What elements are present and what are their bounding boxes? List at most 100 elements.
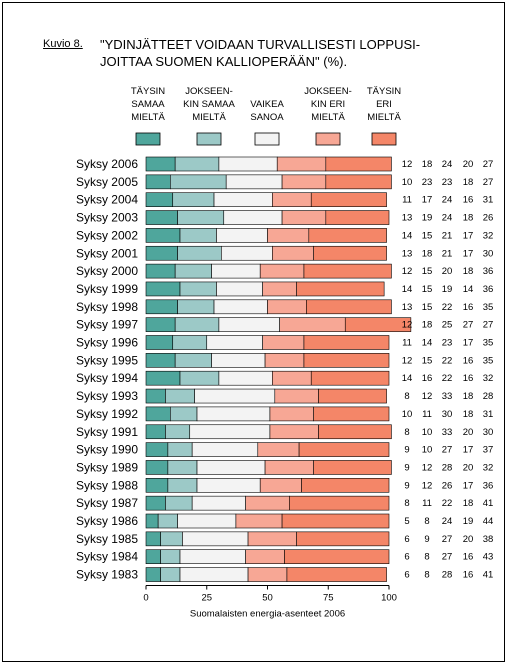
bar-segment: [191, 495, 246, 511]
value-label: 32: [483, 373, 494, 384]
bar-segment: [179, 567, 249, 582]
value-label: 11: [402, 338, 412, 349]
bar-segment: [160, 549, 181, 565]
category-label: Syksy 2005: [76, 175, 138, 189]
category-label: Syksy 1995: [76, 353, 138, 367]
x-tick-label: 0: [143, 593, 148, 604]
value-label: 22: [442, 302, 453, 313]
value-label: 41: [483, 498, 494, 509]
bar-segment: [281, 513, 390, 529]
legend-label-line: JOKSEEN-: [185, 86, 233, 97]
x-axis-label: Suomalaisten energia-asenteet 2006: [190, 609, 345, 620]
bar-segment: [170, 406, 198, 422]
chart-title-line-1: "YDINJÄTTEET VOIDAAN TURVALLISESTI LOPPU…: [100, 37, 421, 52]
bar-segment: [145, 531, 161, 547]
value-label: 18: [422, 159, 433, 170]
bar-segment: [264, 353, 305, 368]
legend-label-1: TÄYSIN SAMAA MIELTÄ: [131, 86, 166, 123]
bar-segment: [344, 317, 412, 332]
bar-segment: [247, 567, 288, 582]
value-label: 30: [483, 248, 494, 259]
bar-segment: [313, 406, 390, 422]
bar-segment: [318, 424, 392, 440]
value-label: 20: [463, 427, 474, 438]
chart-title: "YDINJÄTTEET VOIDAAN TURVALLISESTI LOPPU…: [100, 36, 480, 70]
bar-segment: [325, 156, 392, 172]
bar-segment: [179, 281, 217, 297]
legend-label-line: SAMAA: [131, 99, 165, 110]
bar-segment: [216, 281, 263, 297]
bar-segment: [262, 281, 297, 297]
value-label: 17: [463, 480, 474, 491]
bar-segment: [313, 245, 387, 261]
legend-swatch-2: [196, 132, 222, 146]
bar-segment: [296, 281, 385, 297]
value-label: 24: [442, 213, 453, 224]
value-label: 27: [442, 552, 453, 563]
x-tick-label: 25: [201, 593, 212, 604]
bar-segment: [177, 299, 215, 315]
bar-segment: [145, 513, 159, 529]
bar-segment: [213, 192, 273, 207]
value-label: 9: [404, 480, 409, 491]
value-label: 14: [402, 230, 413, 241]
value-label: 28: [483, 391, 494, 402]
bar-segment: [170, 174, 227, 190]
bar-segment: [145, 317, 176, 332]
bar-segment: [325, 174, 392, 190]
bar-segment: [274, 388, 319, 404]
legend-label-line: MIELTÄ: [131, 112, 165, 123]
value-label: 12: [422, 462, 433, 473]
value-label: 35: [483, 302, 494, 313]
bar-segment: [245, 495, 290, 511]
bar-segment: [167, 460, 198, 475]
category-label: Syksy 1985: [76, 532, 138, 546]
legend-label-5: TÄYSIN ERI MIELTÄ: [367, 86, 402, 123]
value-label: 22: [442, 355, 453, 366]
bar-segment: [182, 531, 249, 547]
value-label: 10: [422, 427, 433, 438]
value-label: 14: [422, 338, 433, 349]
bar-segment: [284, 549, 390, 565]
bar-segment: [308, 228, 387, 243]
value-label: 14: [402, 284, 413, 295]
figure-label: Kuvio 8.: [43, 38, 83, 50]
bar-segment: [245, 549, 285, 565]
value-label: 20: [463, 462, 474, 473]
bar-segment: [276, 156, 327, 172]
bar-segment: [281, 210, 327, 225]
category-label: Syksy 1989: [76, 460, 138, 474]
value-label: 18: [463, 391, 474, 402]
bar-segment: [145, 442, 169, 457]
bar-segment: [267, 228, 310, 243]
value-label: 8: [404, 391, 409, 402]
legend-swatch-1: [135, 132, 161, 146]
bar-segment: [196, 406, 271, 422]
value-label: 9: [404, 462, 409, 473]
value-label: 26: [483, 213, 494, 224]
value-label: 36: [483, 266, 494, 277]
bar-segment: [235, 513, 283, 529]
value-label: 17: [463, 338, 474, 349]
value-label: 6: [404, 570, 409, 581]
category-label: Syksy 1994: [76, 371, 138, 385]
legend-label-4: JOKSEEN- KIN ERI MIELTÄ: [304, 86, 352, 123]
value-label: 8: [424, 552, 429, 563]
bar-segment: [211, 263, 261, 279]
value-label: 15: [422, 355, 433, 366]
bar-segment: [157, 513, 178, 529]
bar-segment: [167, 442, 193, 457]
bar-segment: [325, 210, 390, 225]
legend-label-line: SANOA: [250, 112, 284, 123]
legend-label-line: MIELTÄ: [367, 112, 401, 123]
bar-segment: [267, 299, 307, 315]
value-label: 22: [442, 498, 453, 509]
bar-segment: [145, 156, 176, 172]
value-label: 16: [463, 552, 474, 563]
bar-segment: [145, 424, 166, 440]
bar-segment: [259, 263, 305, 279]
value-label: 31: [483, 409, 494, 420]
value-label: 23: [422, 177, 433, 188]
value-label: 14: [463, 284, 474, 295]
bar-segment: [179, 549, 246, 565]
